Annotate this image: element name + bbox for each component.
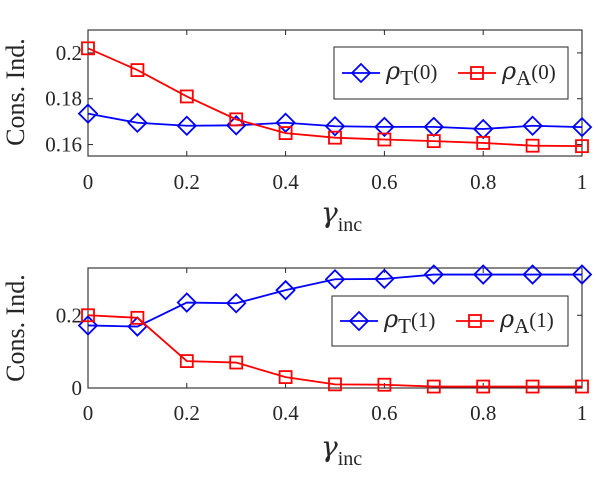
data-point bbox=[423, 264, 445, 285]
legend-entry: ρA(1) bbox=[499, 305, 554, 338]
data-point bbox=[575, 139, 589, 154]
data-point bbox=[522, 264, 543, 285]
data-point bbox=[130, 63, 145, 77]
legend-entry: ρA(0) bbox=[501, 57, 556, 90]
x-tick-label: 0 bbox=[83, 170, 94, 194]
data-point bbox=[130, 310, 145, 325]
data-point bbox=[525, 379, 540, 394]
legend-marker bbox=[470, 66, 484, 80]
x-axis-label: γinc bbox=[321, 430, 362, 470]
data-point bbox=[179, 354, 194, 368]
data-point bbox=[328, 130, 342, 145]
x-axis-label-symbol: γ bbox=[321, 196, 338, 229]
data-point bbox=[377, 132, 392, 147]
legend-entry: ρT(1) bbox=[383, 305, 435, 338]
data-point bbox=[77, 315, 99, 336]
legend-symbol: ρ bbox=[499, 305, 514, 333]
data-point bbox=[81, 41, 95, 56]
x-axis-label: γinc bbox=[321, 196, 362, 236]
y-tick-label: 0 bbox=[72, 376, 83, 400]
data-point bbox=[278, 126, 293, 140]
data-point bbox=[476, 136, 491, 150]
x-tick-label: 0.2 bbox=[174, 401, 200, 425]
x-tick-label: 0.4 bbox=[272, 401, 299, 425]
y-tick-label: 0.2 bbox=[56, 303, 82, 327]
x-axis-label-symbol: γ bbox=[321, 430, 338, 463]
series-line bbox=[87, 314, 582, 388]
data-point bbox=[77, 103, 99, 124]
series-line bbox=[87, 47, 583, 148]
data-point bbox=[176, 115, 198, 137]
series-a bbox=[81, 41, 589, 154]
x-tick-label: 0.8 bbox=[470, 170, 496, 194]
legend-subscript: T bbox=[400, 66, 413, 90]
data-point bbox=[571, 264, 593, 285]
data-point bbox=[328, 377, 342, 392]
data-point bbox=[229, 112, 244, 127]
x-tick-label: 0.6 bbox=[371, 170, 397, 194]
data-point bbox=[275, 279, 296, 301]
legend-symbol: ρ bbox=[385, 57, 400, 85]
data-point bbox=[472, 264, 494, 285]
legend-argument: (1) bbox=[529, 308, 554, 332]
legend-symbol: ρ bbox=[383, 305, 398, 333]
x-tick-label: 0.8 bbox=[470, 401, 496, 425]
x-tick-label: 0.4 bbox=[272, 170, 299, 194]
legend-subscript: T bbox=[398, 314, 411, 338]
legend-marker bbox=[468, 314, 482, 328]
data-point bbox=[377, 377, 392, 392]
legend-marker bbox=[348, 310, 370, 332]
data-point bbox=[374, 268, 395, 290]
x-tick-label: 0.2 bbox=[174, 170, 200, 194]
x-tick-label: 0.6 bbox=[371, 401, 397, 425]
x-axis-label-subscript: inc bbox=[338, 214, 363, 236]
x-tick-label: 1 bbox=[577, 401, 588, 425]
y-axis-label: Cons. Ind. bbox=[1, 274, 30, 382]
series-t bbox=[77, 103, 593, 140]
legend-subscript: A bbox=[514, 314, 530, 338]
chart-panel-1: 0 0.2 0.4 0.6 0.8 1 0.16 0.18 0.2 Cons. Ind. γinc ρ… bbox=[1, 29, 593, 236]
y-tick-label: 0.16 bbox=[45, 133, 82, 157]
data-point bbox=[324, 115, 346, 137]
legend-argument: (1) bbox=[411, 308, 436, 332]
series-t bbox=[77, 264, 593, 337]
data-point bbox=[472, 118, 494, 140]
data-point bbox=[225, 292, 247, 314]
data-point bbox=[127, 112, 148, 134]
x-tick-label: 1 bbox=[577, 170, 588, 194]
legend-argument: (0) bbox=[413, 60, 438, 84]
data-point bbox=[571, 116, 593, 138]
data-point bbox=[278, 370, 293, 384]
series-line bbox=[87, 112, 583, 130]
data-point bbox=[575, 379, 589, 394]
data-point bbox=[525, 138, 540, 153]
data-point bbox=[324, 268, 346, 290]
x-axis-label-subscript: inc bbox=[338, 448, 363, 470]
data-point bbox=[179, 89, 194, 104]
data-point bbox=[229, 355, 244, 370]
legend-entry: ρT(0) bbox=[385, 57, 437, 90]
y-tick-label: 0.2 bbox=[56, 41, 82, 65]
legend-subscript: A bbox=[516, 66, 532, 90]
data-point bbox=[476, 379, 491, 394]
data-point bbox=[426, 379, 441, 394]
legend-symbol: ρ bbox=[501, 57, 516, 85]
legend: ρT(0) ρA(0) bbox=[333, 46, 569, 100]
data-point bbox=[176, 292, 198, 313]
series-a bbox=[81, 308, 589, 394]
data-point bbox=[522, 115, 543, 137]
data-point bbox=[81, 308, 95, 323]
legend-argument: (0) bbox=[531, 60, 556, 84]
data-point bbox=[374, 116, 395, 138]
legend-marker bbox=[350, 62, 372, 84]
y-axis-label: Cons. Ind. bbox=[1, 38, 30, 146]
y-tick-label: 0.18 bbox=[45, 87, 82, 111]
x-tick-label: 0 bbox=[83, 401, 94, 425]
data-point bbox=[426, 134, 441, 149]
data-point bbox=[275, 112, 296, 134]
legend: ρT(1) ρA(1) bbox=[331, 295, 569, 347]
series-line bbox=[87, 273, 582, 328]
